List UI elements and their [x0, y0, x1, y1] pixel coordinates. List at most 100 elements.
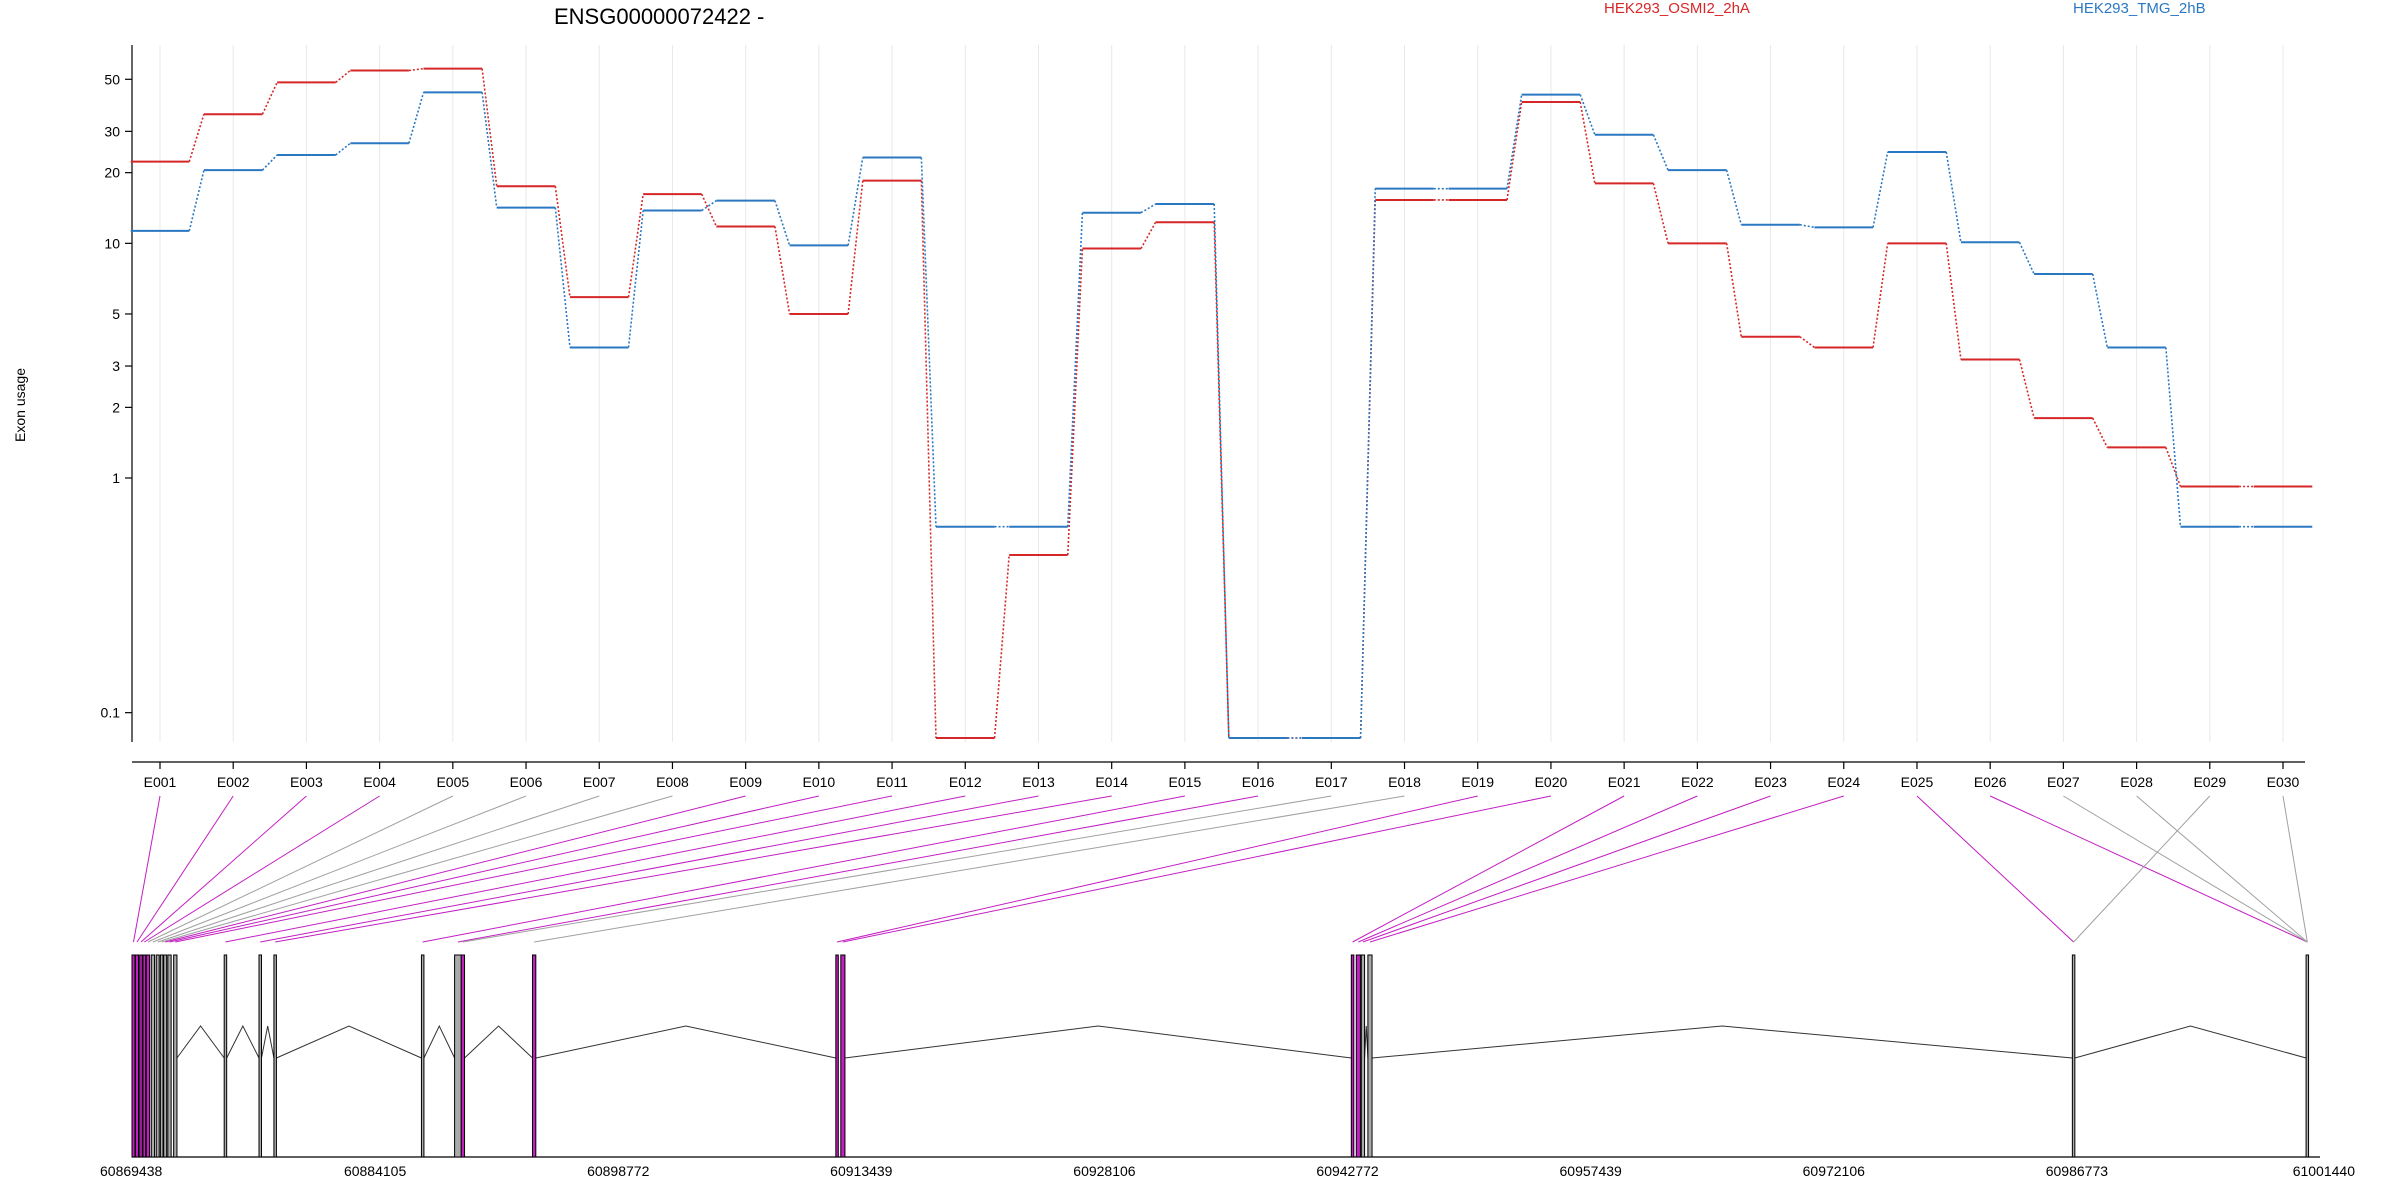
connector-e030	[2282, 795, 2308, 943]
x-tick-label-e012: E012	[949, 774, 982, 790]
connector-e018	[534, 795, 1405, 943]
exon-box	[131, 954, 136, 1158]
series-connector	[1945, 151, 1962, 243]
chart-title: ENSG00000072422 -	[554, 4, 764, 29]
intron-line	[260, 1025, 275, 1059]
series-connector	[920, 180, 937, 739]
y-tick-label: 1	[112, 470, 120, 486]
series-connector	[1652, 134, 1669, 171]
series-connector	[481, 68, 498, 187]
x-tick-label-e024: E024	[1827, 774, 1860, 790]
series-connector	[261, 154, 278, 171]
connector-e002	[136, 795, 234, 943]
connector-e025	[1916, 795, 2074, 943]
exon-box	[840, 954, 846, 1158]
y-tick-label: 20	[104, 165, 120, 181]
coordinate-label: 60986773	[2046, 1163, 2109, 1179]
connector-e017	[462, 795, 1332, 943]
coordinate-label: 60972106	[1803, 1163, 1866, 1179]
x-tick-label-e021: E021	[1608, 774, 1641, 790]
x-tick-label-e002: E002	[217, 774, 250, 790]
coordinate-label: 60869438	[100, 1163, 163, 1179]
y-axis-label: Exon usage	[12, 368, 28, 442]
exon-box	[173, 954, 178, 1158]
x-tick-label-e009: E009	[729, 774, 762, 790]
x-axis-ticks: E001 E002 E003 E004 E005 E006 E007 E008 E009 E010…	[144, 762, 2300, 790]
series-connector	[1359, 188, 1377, 739]
exon-box	[1350, 954, 1355, 1158]
connector-e007	[157, 795, 600, 943]
x-tick-label-e008: E008	[656, 774, 689, 790]
exon-connectors	[132, 795, 2308, 943]
x-tick-label-e020: E020	[1535, 774, 1568, 790]
plot-axes	[131, 45, 2305, 763]
series-connector	[188, 169, 205, 232]
vertical-grid	[159, 45, 2284, 742]
y-tick-label: 50	[104, 71, 120, 87]
connector-e023	[1362, 795, 1771, 943]
y-tick-label: 3	[112, 358, 120, 374]
series-connector	[408, 67, 424, 72]
series-connector	[774, 226, 791, 315]
series-connector	[1579, 94, 1596, 136]
series-connector	[335, 142, 351, 156]
intron-line	[226, 1024, 260, 1059]
series-osmi2	[130, 67, 2313, 740]
series-connector	[1506, 101, 1523, 201]
y-axis-ticks: 0.1 1 2 3 5 10 20 30 50	[101, 71, 132, 721]
connector-e026	[1989, 795, 2308, 943]
x-tick-label-e029: E029	[2193, 774, 2226, 790]
x-tick-label-e014: E014	[1095, 774, 1128, 790]
exon-box	[835, 954, 839, 1158]
coordinate-label: 60928106	[1073, 1163, 1136, 1179]
coordinate-label: 60898772	[587, 1163, 650, 1179]
series-connector	[847, 157, 864, 246]
exon-box	[420, 954, 425, 1158]
exon-box	[454, 954, 462, 1158]
x-tick-label-e013: E013	[1022, 774, 1055, 790]
series-lines	[130, 67, 2313, 740]
series-connector	[1213, 204, 1230, 739]
series-connector	[1872, 151, 1889, 228]
series-connector	[554, 186, 571, 298]
exon-box	[258, 954, 262, 1158]
series-connector	[1872, 243, 1889, 348]
connector-e024	[1369, 795, 1844, 943]
series-connector	[1725, 169, 1743, 225]
x-tick-label-e019: E019	[1461, 774, 1494, 790]
x-tick-label-e022: E022	[1681, 774, 1714, 790]
gene-model	[131, 954, 2320, 1158]
intron-line	[464, 1025, 533, 1059]
x-tick-label-e006: E006	[510, 774, 543, 790]
series-connector	[1140, 221, 1157, 249]
coordinate-label: 60884105	[344, 1163, 407, 1179]
connector-e019	[836, 795, 1478, 943]
exon-box	[155, 954, 160, 1158]
exon-box	[223, 954, 228, 1158]
series-connector	[1945, 243, 1962, 360]
connector-e005	[147, 795, 454, 943]
series-connector	[554, 207, 571, 348]
connector-e029	[2073, 795, 2211, 943]
series-connector	[1799, 336, 1815, 349]
connector-e006	[152, 795, 527, 943]
connector-e015	[422, 795, 1185, 943]
connector-e009	[165, 795, 746, 943]
exon-box	[1367, 954, 1373, 1158]
exon-box	[531, 954, 537, 1158]
x-tick-label-e027: E027	[2047, 774, 2080, 790]
coordinate-label: 61001440	[2293, 1163, 2356, 1179]
y-tick-label: 30	[104, 123, 120, 139]
connector-e027	[2063, 795, 2308, 943]
connector-e013	[260, 795, 1039, 943]
series-connector	[627, 210, 644, 348]
connector-e012	[225, 795, 966, 943]
exon-box	[2071, 954, 2076, 1158]
x-tick-label-e017: E017	[1315, 774, 1348, 790]
connector-e022	[1358, 795, 1698, 943]
coordinate-label: 60913439	[830, 1163, 893, 1179]
series-connector	[2018, 241, 2035, 275]
series-connector	[1140, 203, 1157, 214]
series-connector	[701, 199, 717, 212]
